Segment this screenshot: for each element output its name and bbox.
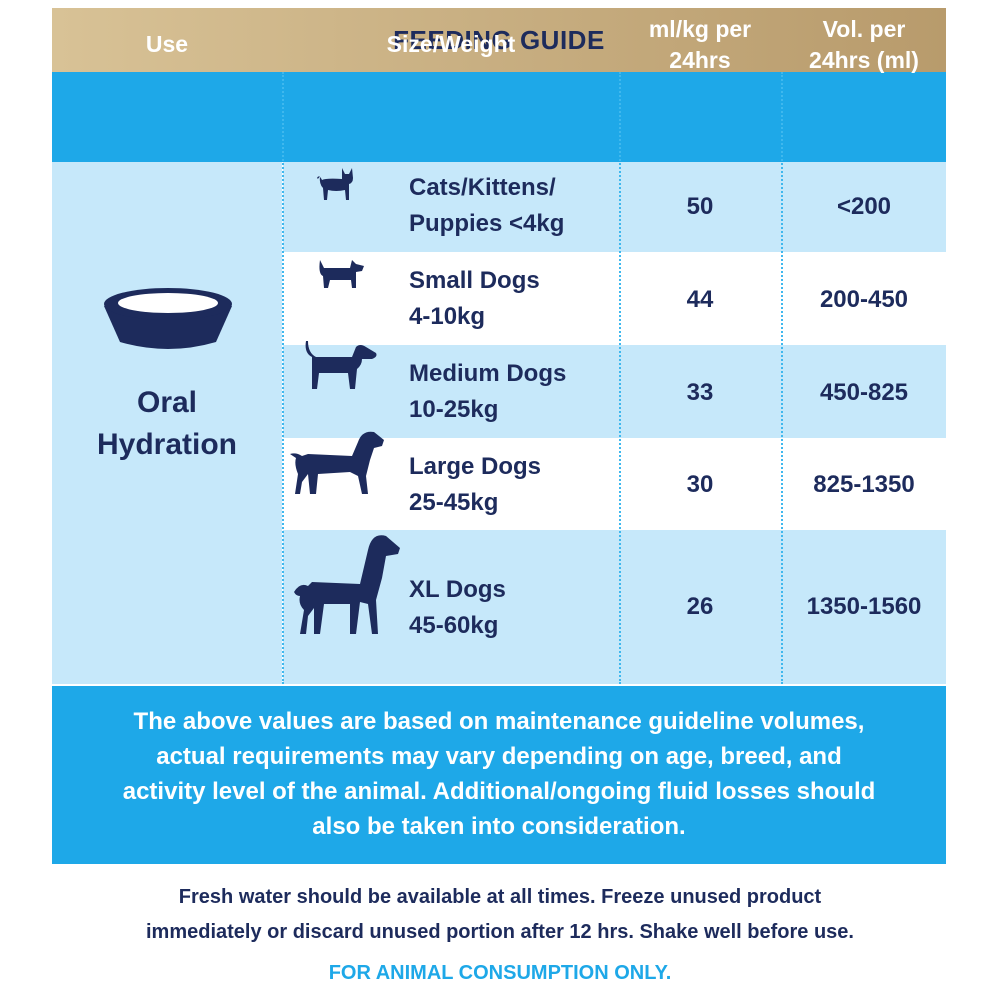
rate-large-dogs: 30: [686, 471, 714, 498]
medium-dog-icon: [305, 341, 377, 389]
size-weight-xl-dogs: XL Dogs 45-60kg: [409, 576, 506, 639]
volume-medium-dogs: 450-825: [819, 379, 909, 406]
rate-xl-dogs: 26: [686, 593, 714, 620]
volume-large-dogs: 825-1350: [813, 471, 915, 498]
volume-cats: <200: [836, 193, 892, 220]
table-row: [283, 530, 946, 684]
title-banner: FEEDING GUIDE: [52, 8, 946, 72]
warning-text: FOR ANIMAL CONSUMPTION ONLY.: [328, 962, 672, 984]
use-cell: [52, 162, 282, 684]
bowl-icon: [104, 288, 232, 349]
column-divider: [282, 72, 284, 684]
table-row: [283, 162, 946, 252]
size-weight-small-dogs: Small Dogs 4-10kg: [409, 267, 540, 330]
size-weight-large-dogs: Large Dogs 25-45kg: [409, 453, 542, 516]
size-weight-medium-dogs: Medium Dogs 10-25kg: [409, 360, 567, 423]
page-title: FEEDING GUIDE: [393, 24, 605, 55]
column-divider: [619, 72, 621, 684]
volume-small-dogs: 200-450: [819, 286, 909, 313]
header-use: Use: [145, 31, 189, 58]
rate-small-dogs: 44: [686, 286, 714, 313]
note-text: The above values are based on maintenanc…: [122, 708, 876, 840]
size-weight-cats: Cats/Kittens/ Puppies <4kg: [409, 174, 565, 237]
footer-text: Fresh water should be available at all t…: [146, 886, 854, 943]
rate-cats: 50: [686, 193, 714, 220]
rate-medium-dogs: 33: [686, 379, 714, 406]
header-volume: Vol. per 24hrs (ml): [809, 15, 919, 73]
header-ml-per-kg: ml/kg per 24hrs: [648, 15, 752, 73]
note-box: The above values are based on maintenanc…: [52, 686, 946, 864]
table-row: [283, 345, 946, 438]
column-divider: [781, 72, 783, 684]
volume-xl-dogs: 1350-1560: [806, 593, 922, 620]
table-row: [283, 252, 946, 345]
cat-icon: [317, 168, 353, 200]
use-label: Oral Hydration: [96, 386, 237, 461]
small-dog-icon: [319, 260, 364, 288]
header-size-weight: Size/Weight: [386, 31, 516, 58]
table-row: [283, 438, 946, 530]
xl-dog-icon: [294, 535, 400, 634]
table-header: [52, 72, 946, 162]
large-dog-icon: [290, 431, 384, 494]
